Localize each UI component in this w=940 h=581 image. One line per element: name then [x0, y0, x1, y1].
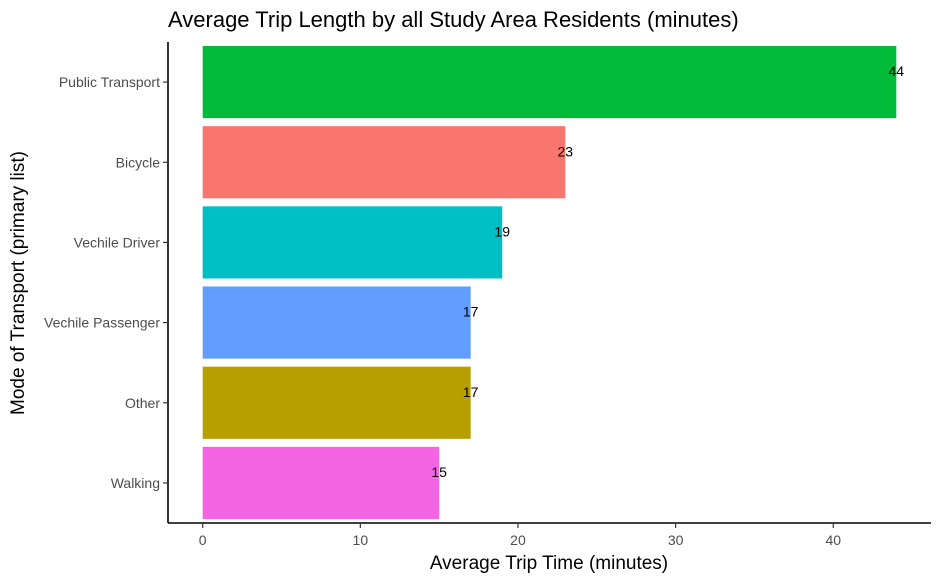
bar-other	[202, 366, 471, 439]
bars-group	[202, 46, 897, 519]
y-tick-label-other: Other	[125, 395, 160, 411]
y-tick-label-vechile-passenger: Vechile Passenger	[44, 315, 160, 331]
bar-walking	[202, 446, 440, 519]
y-ticks-group: Public Transport Bicycle Vechile Driver Vec…	[44, 74, 168, 491]
data-label-walking: 15	[431, 464, 447, 480]
x-ticks-group: 0 10 20 30 40	[199, 523, 841, 548]
data-label-vechile-driver: 19	[494, 223, 510, 239]
data-label-vechile-passenger: 17	[463, 304, 479, 320]
y-tick-label-public-transport: Public Transport	[59, 74, 160, 90]
y-tick-label-walking: Walking	[111, 475, 160, 491]
bar-public-transport	[202, 46, 897, 119]
chart-title: Average Trip Length by all Study Area Re…	[168, 7, 739, 32]
x-tick-label-40: 40	[825, 532, 841, 548]
x-tick-label-0: 0	[199, 532, 207, 548]
bar-vechile-passenger	[202, 286, 471, 359]
y-tick-label-bicycle: Bicycle	[116, 154, 161, 170]
x-axis-title: Average Trip Time (minutes)	[430, 553, 668, 574]
data-label-public-transport: 44	[889, 63, 905, 79]
bar-vechile-driver	[202, 206, 503, 279]
y-axis-title: Mode of Transport (primary list)	[8, 151, 29, 415]
x-tick-label-30: 30	[668, 532, 684, 548]
y-tick-label-vechile-driver: Vechile Driver	[74, 234, 161, 250]
x-tick-label-10: 10	[353, 532, 369, 548]
data-label-other: 17	[463, 384, 479, 400]
data-label-bicycle: 23	[557, 143, 573, 159]
data-labels-group: 44 23 19 17 17 15	[431, 63, 904, 480]
x-tick-label-20: 20	[510, 532, 526, 548]
bar-bicycle	[202, 126, 566, 199]
